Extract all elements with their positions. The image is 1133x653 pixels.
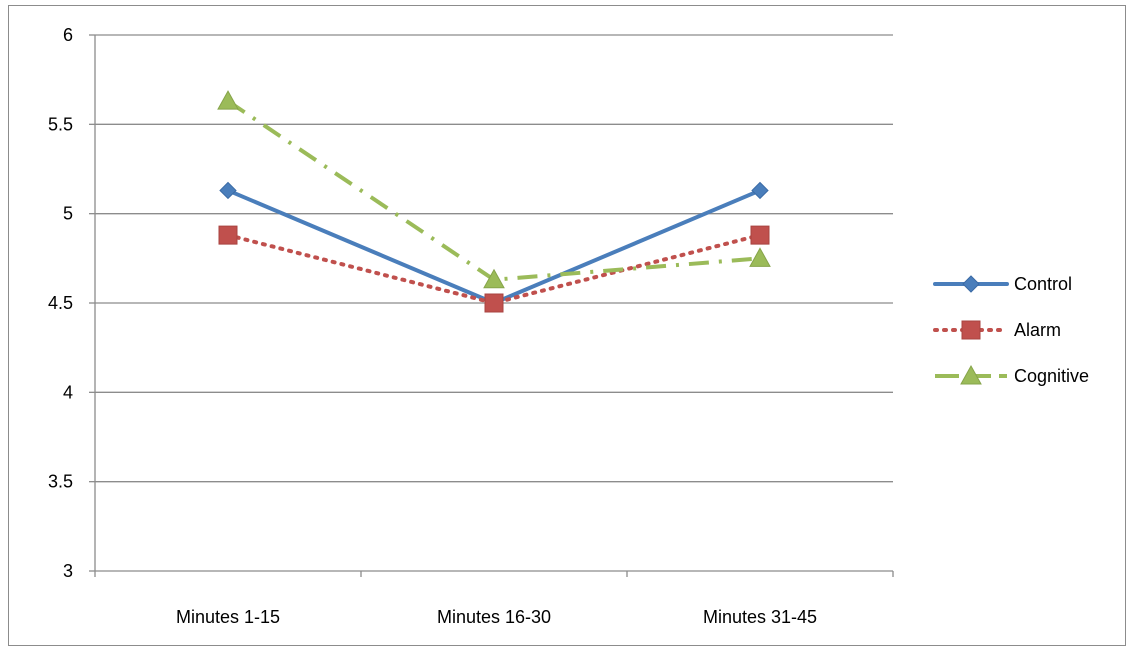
gridlines: [95, 34, 893, 483]
data-point-square: [750, 225, 770, 245]
data-point-triangle: [217, 90, 239, 110]
data-point-diamond: [962, 275, 980, 293]
data-point-diamond: [751, 181, 769, 200]
x-tick-label: Minutes 1-15: [176, 607, 280, 627]
legend-item-alarm: Alarm: [933, 320, 1061, 340]
data-point-triangle: [749, 247, 771, 267]
legend: Control Alarm Cognitive: [933, 274, 1089, 386]
y-tick-label: 3.5: [48, 472, 73, 492]
y-tick-label: 4: [63, 382, 73, 402]
x-tick-label: Minutes 16-30: [437, 607, 551, 627]
y-tick-label: 5: [63, 204, 73, 224]
series-line: [226, 233, 762, 305]
y-tick-label: 6: [63, 25, 73, 45]
y-tick-label: 3: [63, 561, 73, 581]
y-axis-ticks: 3 3.5 4 4.5 5 5.5 6: [48, 25, 95, 581]
legend-item-cognitive: Cognitive: [935, 364, 1089, 386]
data-point-square: [218, 225, 238, 245]
series-line: [226, 99, 761, 282]
data-point-triangle: [960, 364, 982, 385]
x-tick-label: Minutes 31-45: [703, 607, 817, 627]
series-alarm: [218, 225, 770, 313]
data-point-square: [484, 293, 504, 313]
legend-item-control: Control: [933, 274, 1072, 294]
data-point-diamond: [219, 181, 237, 200]
y-tick-label: 5.5: [48, 114, 73, 134]
legend-label: Cognitive: [1014, 366, 1089, 386]
series-control: [219, 181, 769, 312]
x-axis-ticks: Minutes 1-15 Minutes 16-30 Minutes 31-45: [94, 571, 894, 627]
legend-label: Alarm: [1014, 320, 1061, 340]
y-tick-label: 4.5: [48, 293, 73, 313]
series-group: [217, 90, 771, 313]
data-point-triangle: [483, 268, 505, 289]
legend-label: Control: [1014, 274, 1072, 294]
data-point-square: [961, 320, 981, 340]
series-cognitive: [217, 90, 771, 289]
chart-frame: [8, 5, 1126, 646]
